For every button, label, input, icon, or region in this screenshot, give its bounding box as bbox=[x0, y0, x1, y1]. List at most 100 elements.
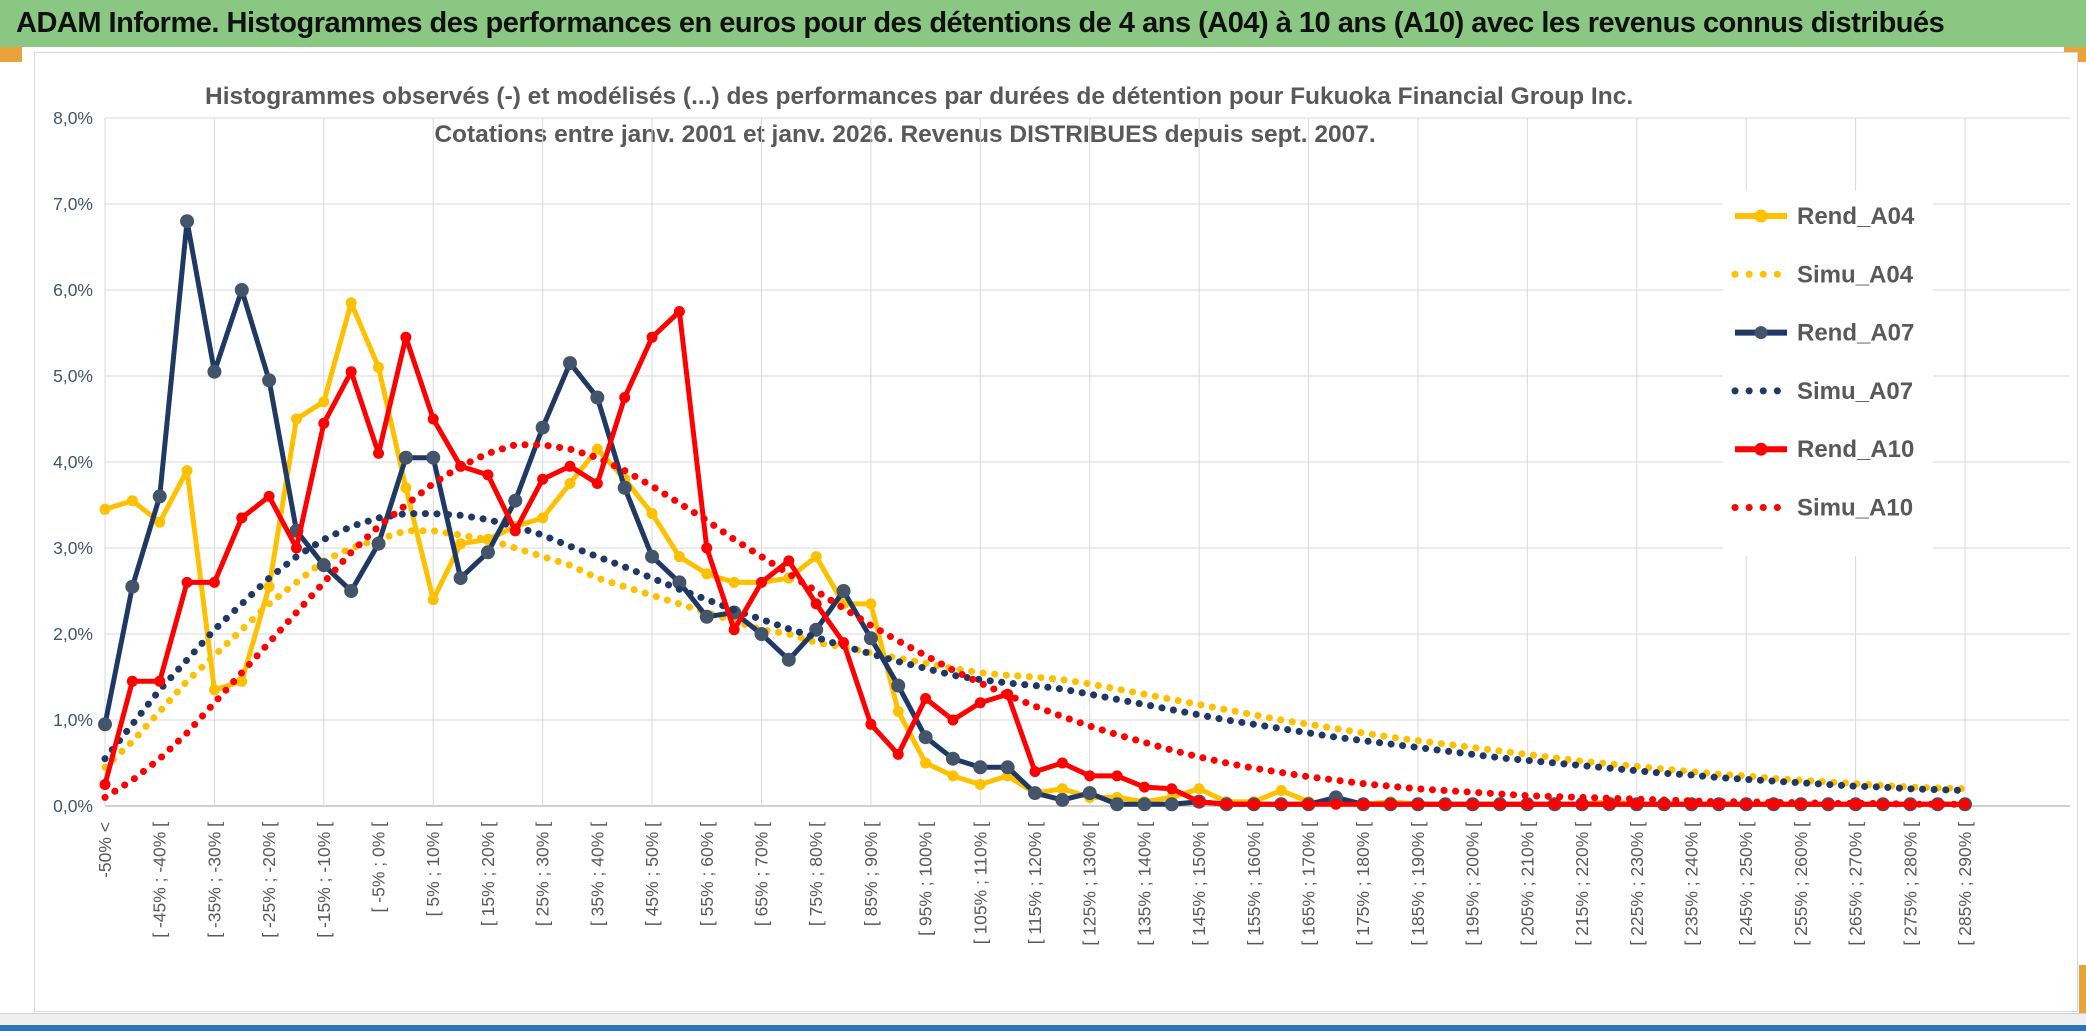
marker-Rend_A10 bbox=[619, 392, 631, 403]
marker-Rend_A10 bbox=[1248, 798, 1260, 810]
y-axis-tick-label: 8,0% bbox=[53, 108, 93, 128]
chart-subtitle: Cotations entre janv. 2001 et janv. 2026… bbox=[434, 121, 1376, 148]
marker-Rend_A10 bbox=[892, 748, 904, 760]
marker-Rend_A04 bbox=[1193, 783, 1205, 795]
marker-Rend_A07 bbox=[426, 450, 441, 465]
legend-item-label[interactable]: Rend_A07 bbox=[1797, 320, 1914, 347]
marker-Rend_A10 bbox=[236, 512, 248, 524]
marker-Rend_A10 bbox=[318, 417, 330, 429]
x-axis-tick-label: [ 225% ; 230% [ bbox=[1627, 822, 1647, 946]
legend-swatch-marker bbox=[1754, 209, 1768, 223]
legend-swatch-marker bbox=[1754, 326, 1768, 340]
marker-Rend_A10 bbox=[838, 637, 850, 649]
marker-Rend_A07 bbox=[371, 536, 386, 551]
marker-Rend_A10 bbox=[564, 460, 576, 472]
x-axis-tick-label: [ 15% ; 20% [ bbox=[478, 822, 498, 926]
marker-Rend_A10 bbox=[920, 693, 932, 704]
x-axis-tick-label: [ -35% ; -30% [ bbox=[204, 822, 224, 938]
marker-Rend_A07 bbox=[1055, 792, 1070, 807]
marker-Rend_A10 bbox=[290, 542, 302, 554]
legend-item-label[interactable]: Rend_A10 bbox=[1797, 436, 1914, 463]
marker-Rend_A07 bbox=[180, 214, 195, 229]
bottom-scroll-strip[interactable] bbox=[0, 1013, 2086, 1026]
x-axis-tick-label: [ 85% ; 90% [ bbox=[861, 822, 881, 926]
marker-Rend_A04 bbox=[1056, 783, 1068, 795]
x-axis-tick-label: [ 65% ; 70% [ bbox=[751, 822, 771, 926]
marker-Rend_A04 bbox=[701, 568, 713, 580]
marker-Rend_A07 bbox=[645, 549, 660, 564]
marker-Rend_A04 bbox=[263, 581, 275, 593]
marker-Rend_A07 bbox=[1110, 797, 1125, 812]
marker-Rend_A07 bbox=[1028, 786, 1042, 801]
legend-swatch-marker bbox=[1754, 442, 1768, 456]
marker-Rend_A10 bbox=[1467, 798, 1479, 810]
marker-Rend_A07 bbox=[918, 730, 933, 745]
legend-item-label[interactable]: Simu_A10 bbox=[1797, 495, 1913, 522]
marker-Rend_A07 bbox=[863, 631, 878, 646]
marker-Rend_A10 bbox=[1138, 781, 1150, 793]
marker-Rend_A07 bbox=[234, 283, 249, 297]
marker-Rend_A10 bbox=[1056, 757, 1068, 769]
marker-Rend_A04 bbox=[646, 508, 658, 520]
marker-Rend_A10 bbox=[345, 366, 357, 378]
x-axis-tick-label: [ 115% ; 120% [ bbox=[1025, 822, 1045, 944]
marker-Rend_A04 bbox=[373, 361, 385, 373]
marker-Rend_A10 bbox=[701, 542, 713, 554]
marker-Rend_A04 bbox=[318, 396, 330, 408]
marker-Rend_A10 bbox=[509, 525, 521, 537]
marker-Rend_A10 bbox=[482, 469, 494, 481]
marker-Rend_A07 bbox=[617, 480, 632, 495]
marker-Rend_A10 bbox=[646, 331, 658, 343]
marker-Rend_A04 bbox=[865, 598, 877, 610]
marker-Rend_A10 bbox=[1275, 798, 1287, 810]
marker-Rend_A07 bbox=[945, 751, 960, 766]
marker-Rend_A10 bbox=[1330, 798, 1342, 810]
window-bottom-edge bbox=[0, 1025, 2086, 1031]
marker-Rend_A07 bbox=[344, 584, 359, 598]
marker-Rend_A04 bbox=[455, 538, 467, 550]
marker-Rend_A10 bbox=[1084, 770, 1096, 782]
marker-Rend_A10 bbox=[373, 447, 385, 459]
marker-Rend_A07 bbox=[781, 652, 796, 667]
marker-Rend_A07 bbox=[262, 373, 277, 388]
legend-box bbox=[1723, 191, 1933, 556]
marker-Rend_A10 bbox=[154, 675, 166, 687]
series-Simu_A04 bbox=[101, 527, 1969, 793]
x-axis-tick-label: [ 45% ; 50% [ bbox=[642, 822, 662, 926]
series-Rend_A07 bbox=[102, 218, 1965, 807]
marker-Rend_A04 bbox=[673, 551, 685, 563]
legend-item-label[interactable]: Simu_A07 bbox=[1797, 378, 1913, 405]
x-axis-tick-label: [ -25% ; -20% [ bbox=[259, 822, 279, 938]
x-axis-tick-label: [ 205% ; 210% [ bbox=[1517, 822, 1537, 946]
legend-item-label[interactable]: Simu_A04 bbox=[1797, 261, 1914, 288]
y-axis-tick-label: 5,0% bbox=[53, 366, 93, 386]
marker-Rend_A10 bbox=[1166, 783, 1178, 795]
marker-Rend_A04 bbox=[920, 757, 932, 769]
marker-Rend_A10 bbox=[1111, 770, 1123, 782]
x-axis-tick-label: [ 5% ; 10% [ bbox=[423, 822, 443, 916]
marker-Rend_A07 bbox=[508, 493, 523, 508]
marker-Rend_A04 bbox=[947, 770, 959, 782]
accent-right-edge bbox=[2079, 965, 2086, 1015]
marker-Rend_A10 bbox=[1220, 798, 1232, 810]
chart-area: Histogrammes observés (-) et modélisés (… bbox=[34, 52, 2078, 1012]
marker-Rend_A10 bbox=[1193, 796, 1205, 808]
marker-Rend_A10 bbox=[810, 598, 822, 610]
x-axis-tick-label: [ 105% ; 110% [ bbox=[970, 822, 990, 944]
marker-Rend_A10 bbox=[400, 331, 412, 343]
marker-Rend_A04 bbox=[236, 675, 248, 687]
marker-Rend_A07 bbox=[563, 356, 577, 371]
marker-Rend_A10 bbox=[1029, 766, 1041, 778]
y-axis-tick-label: 7,0% bbox=[53, 194, 93, 214]
y-axis-tick-label: 6,0% bbox=[53, 280, 93, 300]
marker-Rend_A07 bbox=[754, 627, 769, 641]
x-axis-tick-label: [ 25% ; 30% [ bbox=[533, 822, 553, 926]
legend-item-label[interactable]: Rend_A04 bbox=[1797, 203, 1915, 230]
marker-Rend_A10 bbox=[181, 576, 193, 588]
x-axis-tick-label: [ 175% ; 180% [ bbox=[1353, 822, 1373, 946]
accent-top-left bbox=[0, 47, 22, 62]
marker-Rend_A04 bbox=[537, 512, 549, 524]
marker-Rend_A04 bbox=[290, 413, 302, 425]
x-axis-tick-label: [ 155% ; 160% [ bbox=[1244, 822, 1264, 946]
marker-Rend_A04 bbox=[810, 551, 822, 563]
